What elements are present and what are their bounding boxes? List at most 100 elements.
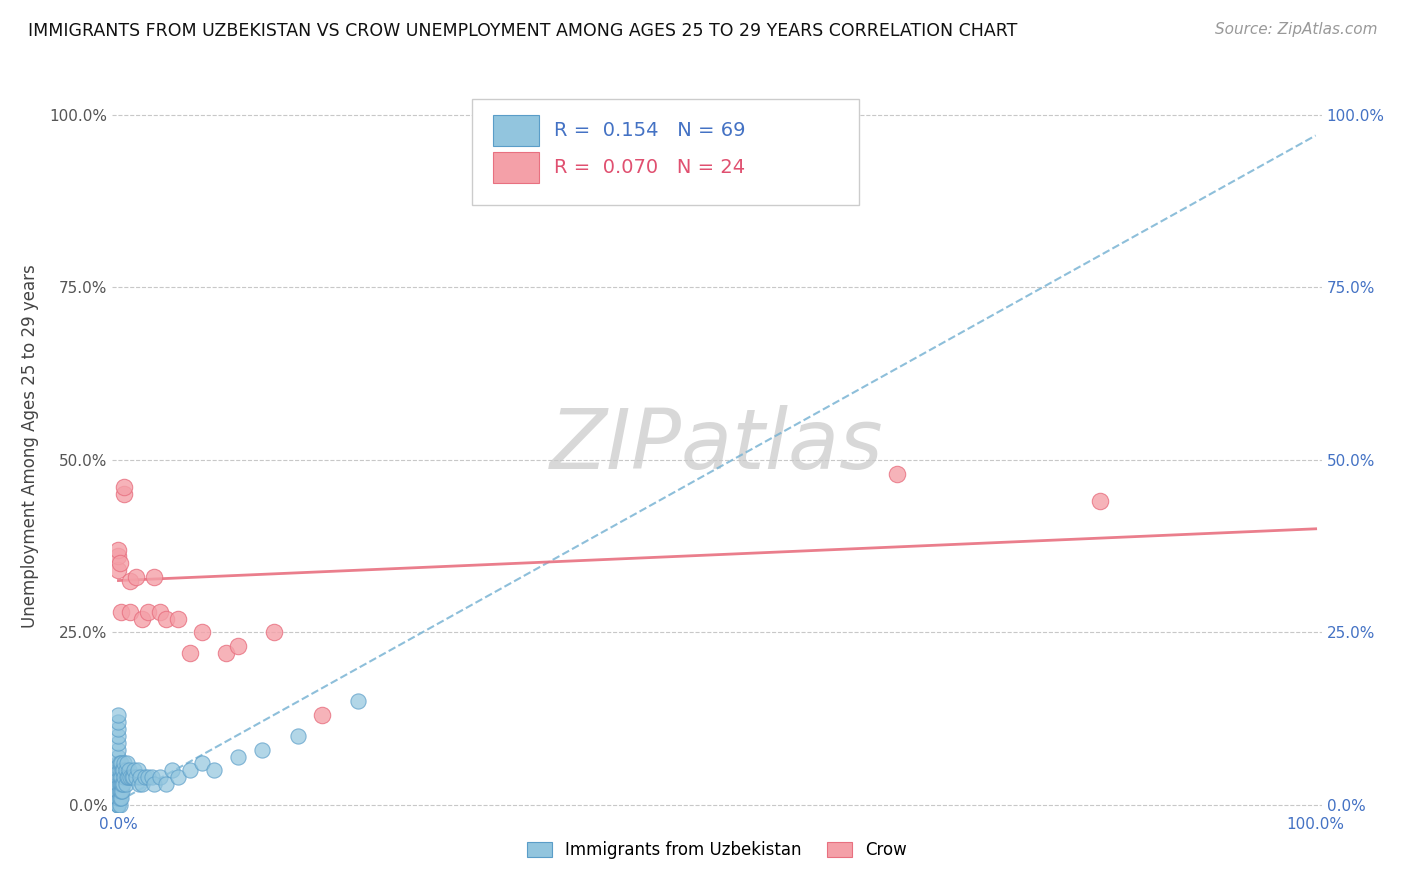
- Point: [107, 797, 129, 812]
- Point: [110, 791, 132, 805]
- Point: [112, 777, 135, 791]
- Point: [250, 742, 273, 756]
- Point: [179, 646, 201, 660]
- Point: [108, 764, 131, 778]
- FancyBboxPatch shape: [471, 99, 859, 204]
- Point: [107, 791, 129, 805]
- Point: [107, 756, 129, 771]
- Point: [108, 777, 131, 791]
- Point: [155, 777, 177, 791]
- Point: [886, 467, 908, 481]
- Point: [167, 770, 190, 784]
- Point: [138, 605, 160, 619]
- Point: [347, 694, 370, 708]
- FancyBboxPatch shape: [494, 152, 540, 183]
- Point: [110, 777, 132, 791]
- Point: [191, 756, 214, 771]
- Point: [131, 777, 153, 791]
- Point: [162, 764, 184, 778]
- Point: [107, 542, 129, 557]
- Point: [121, 770, 143, 784]
- Point: [129, 770, 152, 784]
- Point: [107, 549, 129, 564]
- Point: [111, 777, 134, 791]
- Point: [143, 777, 166, 791]
- Point: [108, 557, 131, 571]
- Point: [155, 611, 177, 625]
- Point: [107, 784, 129, 798]
- Point: [131, 611, 153, 625]
- Point: [287, 729, 309, 743]
- Point: [112, 764, 135, 778]
- Point: [149, 770, 172, 784]
- Y-axis label: Unemployment Among Ages 25 to 29 years: Unemployment Among Ages 25 to 29 years: [21, 264, 38, 628]
- Point: [108, 797, 131, 812]
- Point: [215, 646, 238, 660]
- Point: [111, 764, 134, 778]
- FancyBboxPatch shape: [494, 115, 540, 146]
- Point: [120, 605, 142, 619]
- Point: [108, 756, 131, 771]
- Point: [263, 625, 285, 640]
- Point: [127, 764, 149, 778]
- Point: [110, 756, 132, 771]
- Text: ZIPatlas: ZIPatlas: [550, 406, 884, 486]
- Point: [143, 570, 166, 584]
- Text: R =  0.070   N = 24: R = 0.070 N = 24: [554, 158, 745, 177]
- Point: [107, 722, 129, 736]
- Point: [226, 639, 249, 653]
- Point: [125, 770, 148, 784]
- Point: [114, 764, 136, 778]
- Point: [167, 611, 190, 625]
- Point: [107, 777, 129, 791]
- Point: [114, 756, 136, 771]
- Point: [226, 749, 249, 764]
- Point: [149, 605, 172, 619]
- Point: [110, 605, 132, 619]
- Point: [107, 791, 129, 805]
- Point: [115, 770, 138, 784]
- Point: [191, 625, 214, 640]
- Point: [115, 756, 138, 771]
- Point: [120, 770, 142, 784]
- Point: [179, 764, 201, 778]
- Point: [107, 770, 129, 784]
- Point: [120, 574, 142, 588]
- Point: [1088, 494, 1111, 508]
- Point: [107, 764, 129, 778]
- Point: [108, 791, 131, 805]
- Point: [107, 777, 129, 791]
- Point: [311, 708, 333, 723]
- Point: [118, 764, 141, 778]
- Point: [111, 784, 134, 798]
- Point: [117, 770, 139, 784]
- Point: [128, 777, 150, 791]
- Point: [107, 742, 129, 756]
- Point: [110, 770, 132, 784]
- Point: [107, 708, 129, 723]
- Point: [107, 729, 129, 743]
- Point: [125, 570, 148, 584]
- Point: [108, 784, 131, 798]
- Point: [114, 770, 136, 784]
- Text: Source: ZipAtlas.com: Source: ZipAtlas.com: [1215, 22, 1378, 37]
- Point: [107, 714, 129, 729]
- Point: [107, 797, 129, 812]
- Text: R =  0.154   N = 69: R = 0.154 N = 69: [554, 121, 745, 140]
- Point: [121, 770, 143, 784]
- Point: [141, 770, 163, 784]
- Point: [114, 480, 136, 494]
- Point: [107, 749, 129, 764]
- Point: [107, 736, 129, 750]
- Point: [202, 764, 225, 778]
- Legend: Immigrants from Uzbekistan, Crow: Immigrants from Uzbekistan, Crow: [520, 834, 914, 865]
- Point: [122, 764, 145, 778]
- Point: [107, 784, 129, 798]
- Point: [107, 797, 129, 812]
- Point: [138, 770, 160, 784]
- Point: [107, 791, 129, 805]
- Point: [108, 770, 131, 784]
- Text: IMMIGRANTS FROM UZBEKISTAN VS CROW UNEMPLOYMENT AMONG AGES 25 TO 29 YEARS CORREL: IMMIGRANTS FROM UZBEKISTAN VS CROW UNEMP…: [28, 22, 1018, 40]
- Point: [114, 487, 136, 501]
- Point: [114, 777, 136, 791]
